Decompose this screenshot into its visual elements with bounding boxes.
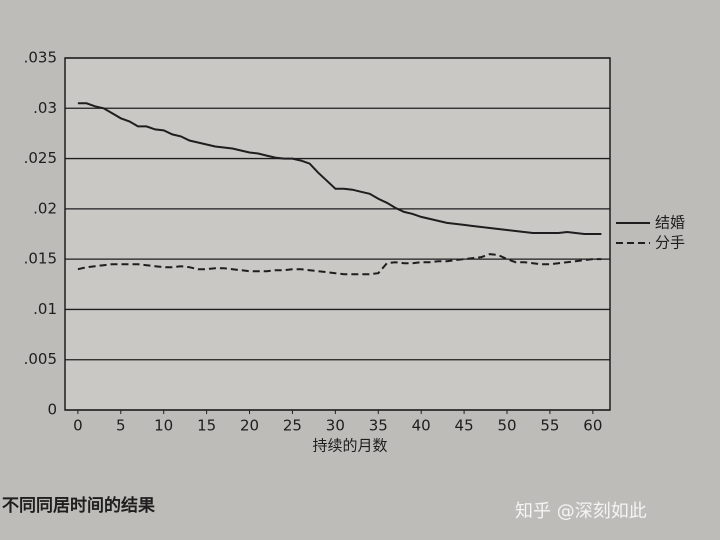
- x-tick-label: 10: [154, 417, 173, 435]
- line-series: [77, 253, 602, 276]
- x-tick-label: 45: [455, 417, 474, 435]
- x-axis-label: 持续的月数: [312, 437, 387, 455]
- x-tick-label: 35: [369, 417, 388, 435]
- plot-area: [64, 57, 611, 411]
- y-tick-label: .03: [33, 99, 57, 117]
- x-tick-label: 25: [283, 417, 302, 435]
- x-tick-label: 60: [583, 417, 602, 435]
- x-tick-label: 55: [540, 417, 559, 435]
- line-series: [77, 102, 602, 235]
- x-tick-label: 40: [412, 417, 431, 435]
- x-tick-label: 0: [73, 417, 83, 435]
- y-tick-label: .015: [24, 250, 57, 268]
- y-tick-label: 0: [47, 401, 57, 419]
- legend-label: 结婚: [655, 214, 685, 232]
- watermark: 知乎 @深刻如此: [515, 501, 647, 522]
- x-tick-label: 5: [116, 417, 126, 435]
- x-tick-label: 50: [497, 417, 516, 435]
- y-tick-label: .035: [24, 49, 57, 67]
- y-tick-label: .01: [33, 300, 57, 318]
- y-tick-label: .02: [33, 199, 57, 217]
- x-tick-label: 15: [197, 417, 216, 435]
- y-tick-label: .025: [24, 149, 57, 167]
- x-tick-label: 30: [326, 417, 345, 435]
- x-tick-label: 20: [240, 417, 259, 435]
- y-tick-label: .005: [24, 350, 57, 368]
- legend-label: 分手: [655, 234, 685, 252]
- caption: 不同同居时间的结果: [2, 495, 155, 516]
